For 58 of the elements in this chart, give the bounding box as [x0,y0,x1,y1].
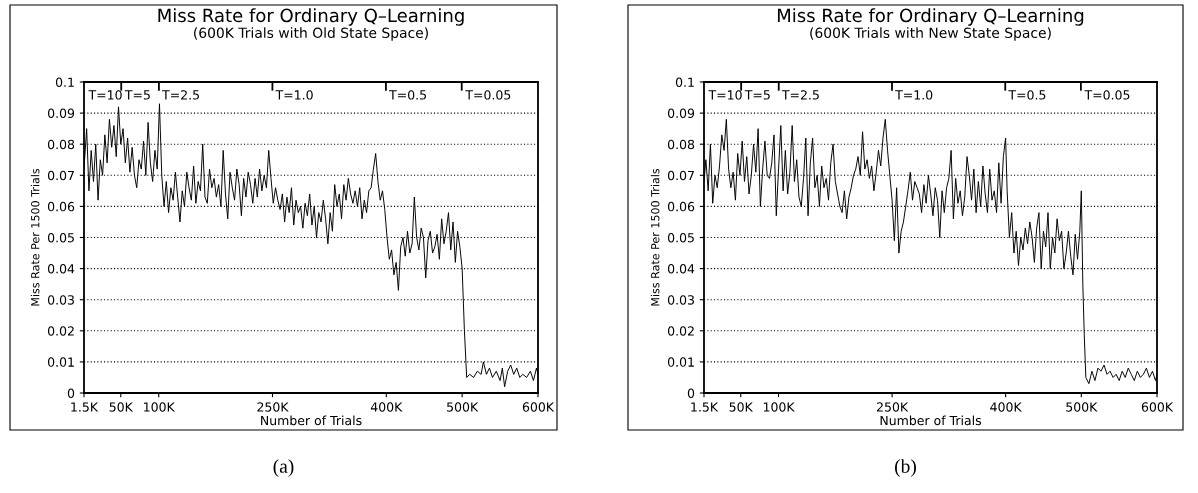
y-tick-label: 0.08 [667,139,695,150]
y-tick-label: 0.06 [47,201,75,212]
y-axis-title: Miss Rate Per 1500 Trials [650,168,660,306]
y-tick-label: 0.09 [667,108,695,119]
y-tick-label: 0.05 [667,232,694,243]
x-tick-label: 1.5K [71,402,99,412]
y-tick-label: 0.04 [667,264,695,274]
y-tick-label: 0.02 [667,326,694,336]
annotation: T=5 [744,90,770,100]
x-tick-label: 400K [990,402,1022,412]
y-tick-label: 0 [687,388,695,398]
y-tick-label: 0.07 [47,170,74,181]
y-tick-label: 0.01 [47,357,74,367]
y-axis-title: Miss Rate Per 1500 Trials [30,168,40,306]
annotation: T=10 [88,90,122,100]
y-tick-label: 0.07 [667,170,694,181]
annotation: T=0.05 [1084,90,1130,100]
x-axis-title: Number of Trials [261,415,362,426]
annotation: T=2.5 [162,90,199,100]
annotation: T=0.5 [1008,90,1046,100]
x-tick-label: 50K [109,402,134,412]
x-tick-label: 600K [1141,402,1174,412]
annotation: T=1.0 [895,90,933,100]
x-tick-label: 100K [144,402,176,412]
chart-title: Miss Rate for Ordinary Q–Learning [777,8,1084,26]
text: (a) [273,459,294,477]
annotation: T=5 [124,90,150,100]
annotation: T=0.05 [465,90,511,100]
x-tick-label: 500K [1066,402,1098,412]
y-tick-label: 0.06 [667,201,695,212]
chart-subtitle: (600K Trials with New State Space) [810,27,1051,41]
annotation: T=0.5 [389,90,426,100]
x-tick-label: 500K [447,402,479,412]
y-tick-label: 0.04 [47,264,75,274]
x-tick-label: 250K [876,402,909,412]
chart-title: Miss Rate for Ordinary Q–Learning [158,8,464,26]
x-tick-label: 1.5K [691,402,719,412]
x-tick-label: 100K [763,402,795,412]
y-tick-label: 0.1 [55,77,74,87]
chart-subtitle: (600K Trials with Old State Space) [194,27,428,41]
text: (b) [895,459,916,477]
y-tick-label: 0.03 [47,295,74,305]
x-tick-label: 400K [370,402,403,412]
y-tick-label: 0.01 [667,357,694,367]
annotation: T=2.5 [781,90,819,100]
y-tick-label: 0.08 [47,139,75,150]
x-tick-label: 50K [729,402,754,412]
annotation: T=10 [708,90,742,100]
y-tick-label: 0.02 [47,326,74,336]
y-tick-label: 0.09 [47,108,75,119]
y-tick-label: 0 [67,388,75,398]
x-tick-label: 600K [522,402,555,412]
annotation: T=1.0 [275,90,313,100]
y-tick-label: 0.03 [667,295,694,305]
y-tick-label: 0.05 [47,232,74,243]
x-tick-label: 250K [257,402,289,412]
y-tick-label: 0.1 [675,77,694,87]
x-axis-title: Number of Trials [880,415,982,426]
